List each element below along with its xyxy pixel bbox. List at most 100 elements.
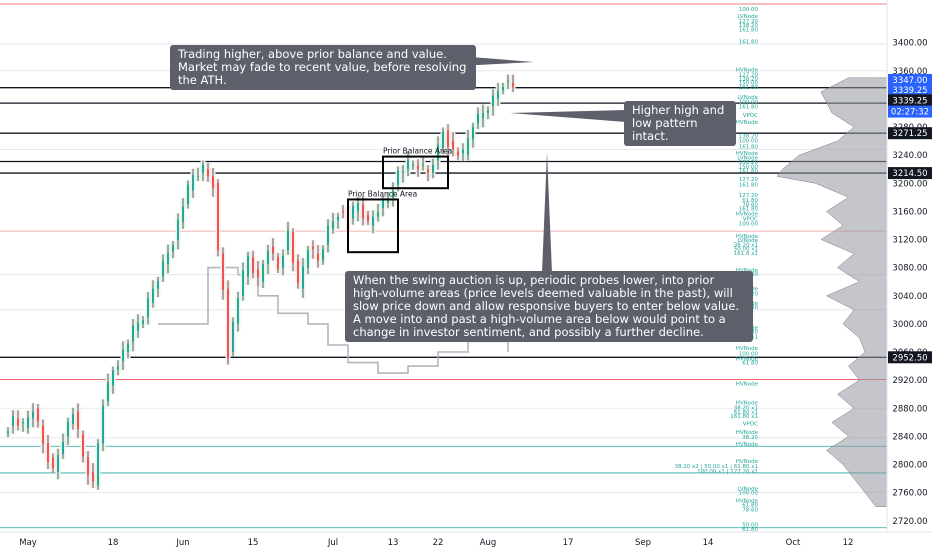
candle-body-5	[32, 411, 34, 419]
candle-body-47	[242, 270, 244, 296]
level-label-52: HVNode	[736, 401, 759, 407]
candle-body-8	[47, 443, 49, 462]
level-label-3: 138.20	[739, 23, 759, 29]
level-label-69: 61.80	[742, 527, 758, 533]
candle-body-18	[97, 443, 99, 486]
level-label-29: 161.80	[739, 207, 759, 213]
volume-profile	[776, 77, 888, 507]
candle-body-1	[12, 416, 14, 426]
candle-body-15	[82, 434, 84, 457]
price-badge-bg-1	[888, 83, 932, 96]
candle-body-27	[142, 320, 144, 324]
level-label-27: 61.80	[742, 198, 758, 204]
candle-body-73	[372, 216, 374, 226]
candle-body-98	[497, 91, 499, 99]
balance-box-0	[347, 198, 399, 254]
candle-body-81	[412, 164, 414, 166]
candle-body-25	[132, 325, 134, 342]
candle-body-94	[477, 113, 479, 124]
candle-body-96	[487, 110, 489, 113]
level-label-55: 161.80 x1	[730, 414, 758, 420]
level-label-21: 138.20	[739, 160, 759, 166]
x-tick-label-12: 12	[843, 538, 854, 548]
time-axis[interactable]: May 18 Jun 15 Jul 13 22 Aug 17 Sep 14 Oct 12	[19, 538, 853, 548]
y-tick-label-9: 3040.00	[892, 292, 927, 302]
candle-body-43	[222, 253, 224, 290]
candle-body-26	[137, 322, 139, 331]
price-badge-2: 3339.25	[892, 96, 927, 106]
y-tick-label-5: 3200.00	[892, 179, 927, 189]
candle-body-19	[102, 405, 104, 444]
candle-body-86	[437, 144, 439, 161]
candle-body-34	[177, 219, 179, 240]
candle-body-99	[502, 86, 504, 91]
annotation-bottom[interactable]: When the swing auction is up, periodic p…	[345, 271, 753, 342]
y-tick-label-12: 2920.00	[892, 376, 927, 386]
level-label-56: VPOC	[743, 422, 758, 428]
candle-body-70	[357, 203, 359, 212]
y-tick-label-1: 3360.00	[892, 67, 927, 77]
level-label-50: 61.80	[742, 361, 758, 367]
candle-body-89	[452, 141, 454, 150]
candle-body-23	[122, 349, 124, 361]
level-label-68: 50.00	[742, 522, 758, 528]
level-label-37: 161.8 x1	[734, 251, 758, 257]
level-label-5: 161.80	[739, 39, 759, 45]
candle-body-90	[457, 151, 459, 156]
x-tick-label-10: 14	[703, 538, 714, 548]
y-tick-label-8: 3080.00	[892, 264, 927, 274]
balance-areas: Prior Balance Area Prior Balance Area	[347, 147, 452, 254]
x-tick-label-4: Jul	[327, 538, 338, 548]
price-badge-bg-5	[888, 167, 932, 180]
candle-body-74	[377, 212, 379, 217]
price-badge-3: 02:27:32	[891, 108, 929, 118]
x-tick-label-0: May	[19, 538, 37, 548]
level-label-28: 78.60	[742, 202, 758, 208]
candle-body-53	[272, 246, 274, 254]
candle-body-76	[387, 198, 389, 203]
level-label-61: 38.20 x2 | 50.00 x1 | 61.80 x1	[675, 464, 758, 470]
level-label-26: 127.20	[739, 193, 759, 199]
level-label-1: LVNode	[737, 14, 758, 20]
candle-body-33	[172, 245, 174, 252]
candle-body-37	[192, 175, 194, 191]
y-tick-label-4: 3240.00	[892, 151, 927, 161]
callout-pointers	[458, 56, 626, 273]
y-tick-label-13: 2880.00	[892, 404, 927, 414]
x-tick-label-9: Sep	[635, 538, 651, 548]
candle-body-31	[162, 260, 164, 277]
level-label-65: HVNode	[736, 498, 759, 504]
candle-body-59	[302, 266, 304, 289]
candle-body-9	[52, 457, 54, 469]
candle-body-87	[442, 131, 444, 149]
candle-body-45	[232, 321, 234, 353]
vwap-path	[158, 266, 509, 374]
level-label-23: 161.80	[739, 169, 759, 175]
candle-body-36	[187, 184, 189, 205]
level-label-11: LVNode	[737, 95, 758, 101]
x-tick-label-6: 22	[433, 538, 444, 548]
candle-body-63	[322, 249, 324, 261]
candle-body-88	[447, 130, 449, 147]
price-badge-6: 2952.50	[892, 353, 927, 363]
candle-body-95	[482, 112, 484, 119]
candle-body-66	[337, 217, 339, 221]
candle-body-91	[462, 149, 464, 154]
level-label-38: HVNode	[736, 268, 759, 274]
candle-body-97	[492, 95, 494, 106]
level-label-17: 100.00	[739, 138, 759, 144]
candle-body-4	[27, 416, 29, 428]
candle-body-46	[237, 298, 239, 324]
balance-box-1	[382, 155, 449, 190]
annotation-top[interactable]: Trading higher, above prior balance and …	[170, 45, 476, 90]
candle-body-83	[422, 164, 424, 166]
price-badge-bg-0	[888, 73, 932, 86]
pointer-top	[458, 56, 534, 66]
candle-body-64	[327, 225, 329, 245]
level-label-18: 161.80	[739, 145, 759, 151]
candle-body-40	[207, 169, 209, 177]
level-label-9: 150.00	[739, 81, 759, 87]
candle-body-82	[417, 165, 419, 170]
annotation-right[interactable]: Higher high and low pattern intact.	[624, 101, 736, 146]
